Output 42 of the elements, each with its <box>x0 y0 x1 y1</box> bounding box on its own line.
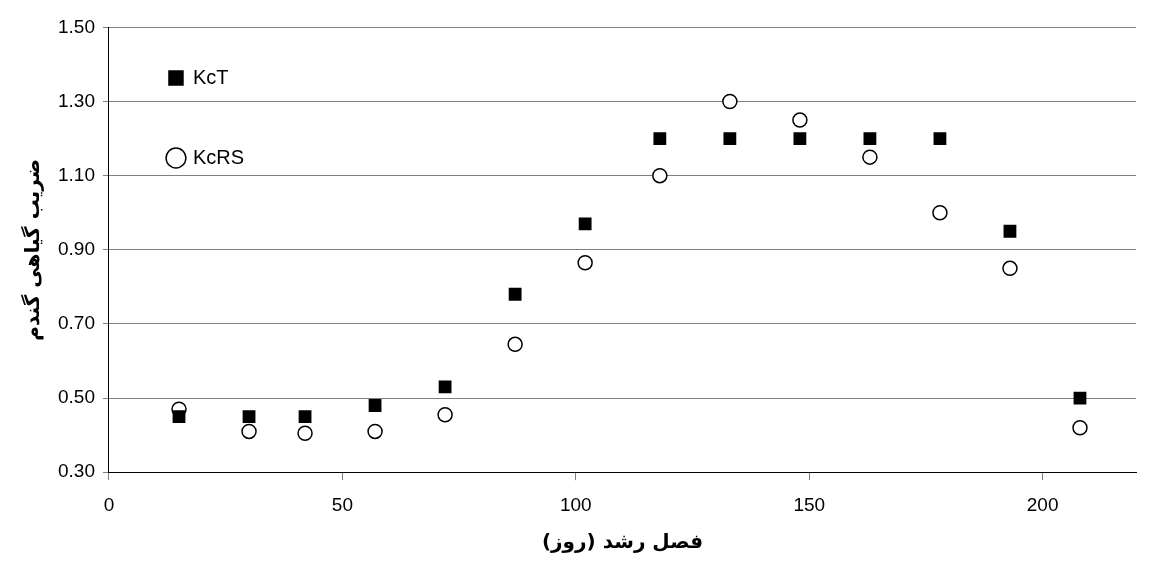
point <box>367 423 383 440</box>
point <box>862 149 878 165</box>
y-tick-label: 0.90 <box>58 238 95 260</box>
point <box>298 410 312 424</box>
point <box>1003 224 1017 238</box>
point <box>578 217 592 231</box>
y-tick-label: 0.50 <box>58 386 95 408</box>
point <box>507 336 523 353</box>
point <box>241 423 257 440</box>
point <box>792 112 808 128</box>
legend-label: KcRS <box>192 145 245 168</box>
y-tick-label: 0.30 <box>58 460 95 482</box>
point <box>438 380 452 394</box>
point <box>297 425 313 442</box>
y-tick-label: 1.30 <box>58 89 95 111</box>
x-tick-label: 50 <box>331 493 353 515</box>
point <box>793 132 807 146</box>
point <box>1072 419 1088 436</box>
point <box>437 407 453 423</box>
x-tick-label: 200 <box>1026 493 1059 515</box>
y-axis-title: ضریب گیاهی گندم <box>20 158 45 341</box>
x-tick-label: 100 <box>559 493 592 515</box>
point <box>932 204 948 221</box>
point <box>863 132 877 146</box>
legend-label: KcT <box>192 65 229 88</box>
point <box>653 132 667 146</box>
point <box>242 410 256 424</box>
point <box>508 287 522 301</box>
x-tick-label: 150 <box>793 493 826 515</box>
y-tick-label: 0.70 <box>58 312 95 334</box>
y-tick-label: 1.50 <box>58 15 95 37</box>
point <box>723 132 737 146</box>
point <box>1002 260 1018 277</box>
point <box>577 255 593 271</box>
point <box>722 93 738 110</box>
x-tick-label: 0 <box>103 493 115 515</box>
point <box>652 167 668 184</box>
point <box>368 399 382 412</box>
x-axis-title: فصل رشد (روز) <box>541 529 704 554</box>
y-tick-label: 1.10 <box>58 163 95 185</box>
point <box>933 132 947 146</box>
point <box>172 410 186 424</box>
